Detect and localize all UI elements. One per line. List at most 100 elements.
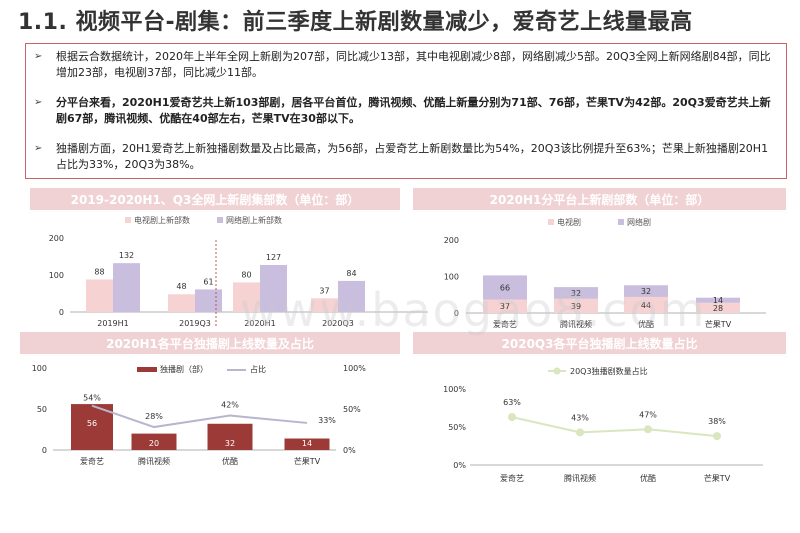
legend-label: 网络剧 [627, 217, 651, 227]
bar-segment [624, 285, 668, 297]
bar-segment [554, 298, 598, 313]
bar [131, 433, 177, 450]
bar-segment [483, 299, 527, 313]
data-label: 20 [149, 439, 159, 448]
y2-tick-label: 0% [343, 446, 356, 455]
data-label: 28 [713, 304, 723, 313]
data-label: 56 [87, 419, 97, 428]
bar [311, 298, 338, 312]
page-title: 1.1. 视频平台-剧集：前三季度上新剧数量减少，爱奇艺上线量最高 [18, 10, 693, 35]
data-point [508, 413, 516, 422]
chart4-title: 2020Q3各平台独播剧上线数量占比 [413, 332, 786, 354]
x-tick-label: 优酷 [638, 319, 654, 329]
data-label: 48 [176, 282, 186, 291]
data-label: 32 [225, 439, 235, 448]
x-tick-label: 芒果TV [704, 473, 731, 483]
legend-swatch [137, 367, 157, 372]
y-tick-label: 0 [454, 309, 459, 318]
x-tick-label: 2020H1 [244, 319, 275, 328]
y-tick-label: 200 [444, 236, 459, 245]
bar [284, 438, 330, 450]
x-tick-label: 爱奇艺 [80, 456, 104, 466]
bullet-text: 根据云合数据统计，2020年上半年全网上新剧为207部，同比减少13部，其中电视… [56, 50, 771, 79]
chart1: 电视剧上新部数 网络剧上新部数 0 100 200 2019H1 88 132 2019Q3 48… [49, 215, 428, 328]
y2-tick-label: 50% [343, 405, 361, 414]
bullet-1: ➢ 根据云合数据统计，2020年上半年全网上新剧为207部，同比减少13部，其中… [34, 49, 778, 80]
bullet-3: ➢ 独播剧方面，20H1爱奇艺上新独播剧数量及占比最高，为56部，占爱奇艺上新剧… [34, 141, 778, 172]
bullet-text: 分平台来看，2020H1爱奇艺共上新103部剧，居各平台首位，腾讯视频、优酷上新… [56, 96, 771, 125]
chart4: 20Q3独播剧数量占比 0% 50% 100% 63% 爱奇艺 43% 腾讯视频 47% 优酷 38… [443, 366, 763, 483]
chart2-title: 2020H1分平台上新剧部数（单位：部） [413, 188, 786, 210]
legend-swatch [618, 219, 624, 225]
data-label: 132 [119, 251, 134, 260]
bullet-text: 独播剧方面，20H1爱奇艺上新独播剧数量及占比最高，为56部，占爱奇艺上新剧数量… [56, 142, 769, 171]
bullet-arrow-icon: ➢ [34, 143, 43, 154]
bar-segment [483, 275, 527, 300]
data-label: 66 [500, 283, 510, 292]
data-label: 80 [241, 270, 251, 279]
bullet-2: ➢ 分平台来看，2020H1爱奇艺共上新103部剧，居各平台首位，腾讯视频、优酷… [34, 95, 778, 126]
line-data-label: 54% [83, 394, 101, 403]
legend-label: 电视剧上新部数 [134, 215, 190, 225]
line-data-label: 28% [145, 412, 163, 421]
data-label: 38% [708, 417, 726, 426]
bullet-arrow-icon: ➢ [34, 51, 43, 62]
y-tick-label: 0% [453, 461, 466, 470]
legend-swatch [548, 219, 554, 225]
bar [195, 289, 222, 312]
x-tick-label: 优酷 [222, 456, 238, 466]
y-tick-label: 100 [444, 273, 459, 282]
bullet-arrow-icon: ➢ [34, 97, 43, 108]
data-label: 39 [571, 302, 581, 311]
bar [338, 280, 365, 312]
data-label: 14 [713, 296, 723, 305]
y-tick-label: 100 [49, 271, 64, 280]
bar-segment [554, 287, 598, 299]
legend-label: 20Q3独播剧数量占比 [570, 366, 648, 376]
y-tick-label: 100 [32, 364, 47, 373]
line-data-label: 42% [221, 401, 239, 410]
legend-label: 占比 [250, 364, 266, 374]
data-label: 63% [503, 398, 521, 407]
bar-segment [696, 297, 740, 303]
legend-label: 电视剧 [557, 217, 581, 227]
data-label: 61 [203, 277, 213, 286]
chart1-title: 2019-2020H1、Q3全网上新剧集部数（单位：部） [30, 188, 400, 210]
bar [260, 265, 287, 312]
legend-marker [553, 367, 561, 375]
bar [168, 294, 195, 312]
y-tick-label: 50% [448, 423, 466, 432]
data-point [644, 425, 652, 434]
x-tick-label: 腾讯视频 [564, 473, 596, 483]
data-label: 88 [94, 267, 104, 276]
bar-segment [696, 302, 740, 313]
x-tick-label: 爱奇艺 [500, 473, 524, 483]
data-label: 84 [346, 269, 356, 278]
data-label: 14 [302, 439, 312, 448]
legend-swatch [217, 217, 223, 223]
bar [86, 279, 113, 312]
bar [233, 282, 260, 312]
x-tick-label: 芒果TV [705, 319, 732, 329]
bar [113, 263, 140, 312]
summary-box: ➢ 根据云合数据统计，2020年上半年全网上新剧为207部，同比减少13部，其中… [25, 43, 787, 179]
data-label: 32 [571, 289, 581, 298]
y-tick-label: 0 [42, 446, 47, 455]
x-tick-label: 腾讯视频 [560, 319, 592, 329]
bar [71, 404, 113, 450]
series-line [511, 416, 718, 438]
data-label: 37 [319, 286, 329, 295]
legend-swatch [125, 217, 131, 223]
series-line [91, 404, 308, 429]
chart3: 独播剧（部） 占比 0 50 100 0% 50% 100% 56 爱奇艺 20 腾讯视频 32 优酷 14… [32, 364, 367, 466]
data-label: 43% [571, 413, 589, 422]
data-point [713, 432, 721, 441]
data-label: 47% [639, 410, 657, 419]
x-tick-label: 2019Q3 [179, 319, 211, 328]
x-tick-label: 芒果TV [294, 456, 321, 466]
bar [207, 423, 253, 450]
x-tick-label: 爱奇艺 [493, 319, 517, 329]
chart3-title: 2020H1各平台独播剧上线数量及占比 [20, 332, 400, 354]
data-label: 37 [500, 302, 510, 311]
